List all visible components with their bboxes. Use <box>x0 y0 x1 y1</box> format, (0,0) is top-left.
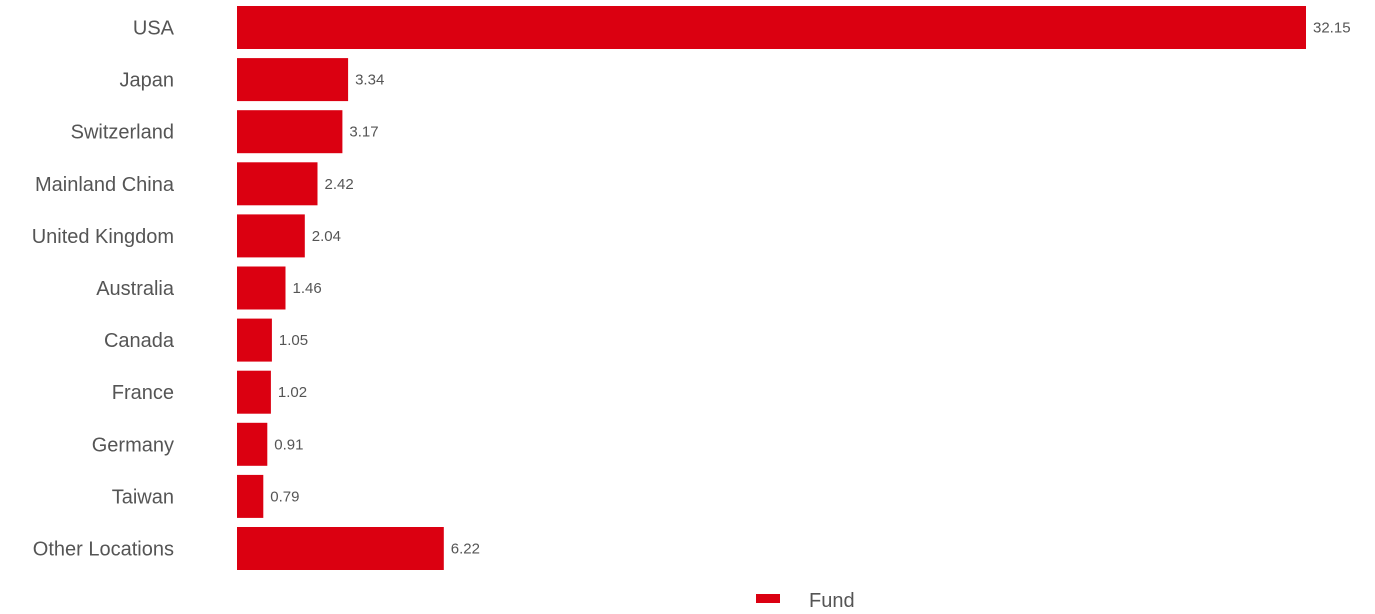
value-labels: 32.15 3.34 3.17 2.42 2.04 1.46 1.05 1.02 0.91 0.7… <box>270 20 1350 558</box>
legend-swatch-fund <box>756 594 780 603</box>
bar-france <box>237 370 271 414</box>
value-label: 0.79 <box>270 488 299 505</box>
bar-taiwan <box>237 474 264 518</box>
bar-switzerland <box>237 110 343 154</box>
value-label: 1.02 <box>278 384 307 401</box>
bar-germany <box>237 422 268 466</box>
category-label: France <box>112 382 174 404</box>
value-label: 3.17 <box>349 124 378 141</box>
bar-canada <box>237 318 272 362</box>
value-label: 2.04 <box>312 228 341 245</box>
legend: Fund <box>756 590 855 612</box>
category-label: Taiwan <box>112 486 174 508</box>
category-label: Mainland China <box>35 174 175 196</box>
bar-australia <box>237 266 286 310</box>
category-label: United Kingdom <box>32 226 174 248</box>
value-label: 3.34 <box>355 72 384 89</box>
category-label: Germany <box>92 434 174 456</box>
category-label: Canada <box>104 330 175 352</box>
bar-other-locations <box>237 527 444 570</box>
bar-usa <box>237 6 1306 49</box>
value-label: 1.46 <box>293 280 322 297</box>
value-label: 2.42 <box>325 176 354 193</box>
bar-united-kingdom <box>237 214 305 258</box>
category-label: Other Locations <box>33 539 174 561</box>
category-label: Japan <box>120 70 175 92</box>
value-label: 32.15 <box>1313 20 1351 37</box>
value-label: 6.22 <box>451 541 480 558</box>
category-label: Switzerland <box>71 122 174 144</box>
bars <box>237 6 1306 570</box>
bar-mainland-china <box>237 162 318 206</box>
category-label: USA <box>133 18 175 40</box>
legend-label-fund: Fund <box>809 590 855 612</box>
category-label: Australia <box>96 278 175 300</box>
category-labels: USA Japan Switzerland Mainland China United … <box>32 18 175 561</box>
bar-japan <box>237 58 349 102</box>
value-label: 0.91 <box>274 436 303 453</box>
value-label: 1.05 <box>279 332 308 349</box>
